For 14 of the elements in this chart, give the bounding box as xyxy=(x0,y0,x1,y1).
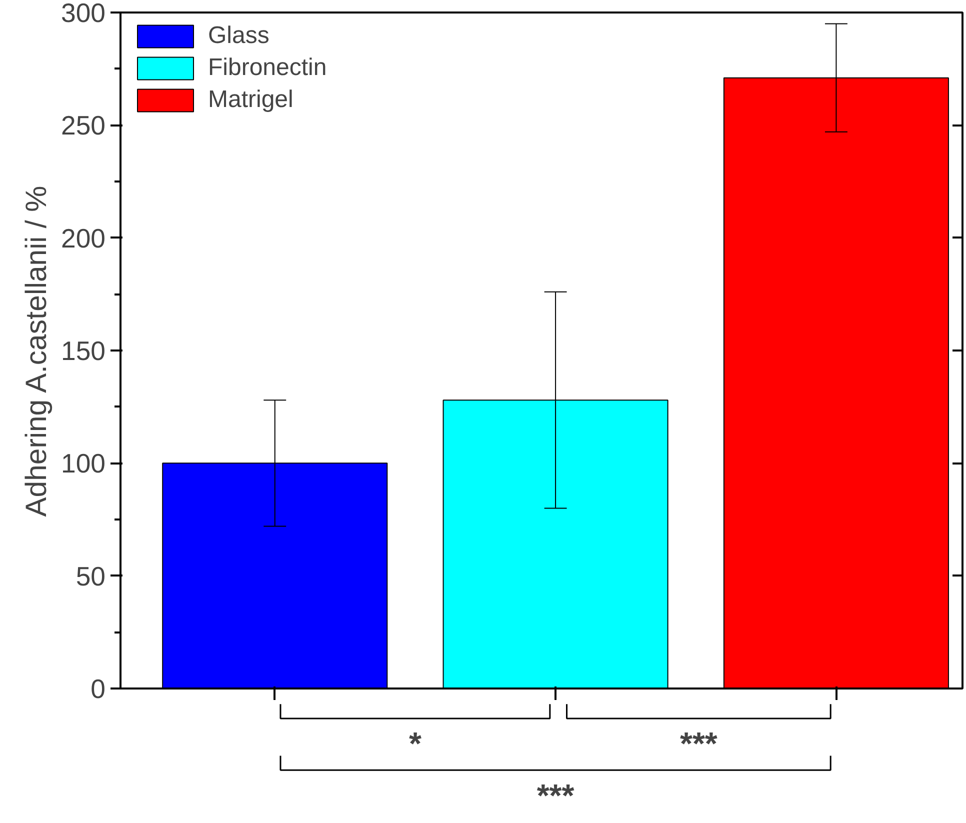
text: * xyxy=(408,726,422,762)
y-tick-label: 150 xyxy=(61,336,106,366)
y-tick-label: 100 xyxy=(61,448,106,479)
y-tick-label: 200 xyxy=(61,223,106,254)
legend-label: Matrigel xyxy=(208,86,294,114)
y-tick-label: 0 xyxy=(90,674,106,704)
legend-label: Glass xyxy=(208,22,270,50)
text: *** xyxy=(536,777,575,814)
y-axis-title: Adhering A.castellanii / % xyxy=(20,186,54,517)
legend-label: Fibronectin xyxy=(208,54,327,82)
y-tick-label: 300 xyxy=(61,0,106,28)
y-tick-label: 250 xyxy=(61,110,106,141)
text: *** xyxy=(680,726,718,762)
y-tick-label: 50 xyxy=(76,561,106,592)
